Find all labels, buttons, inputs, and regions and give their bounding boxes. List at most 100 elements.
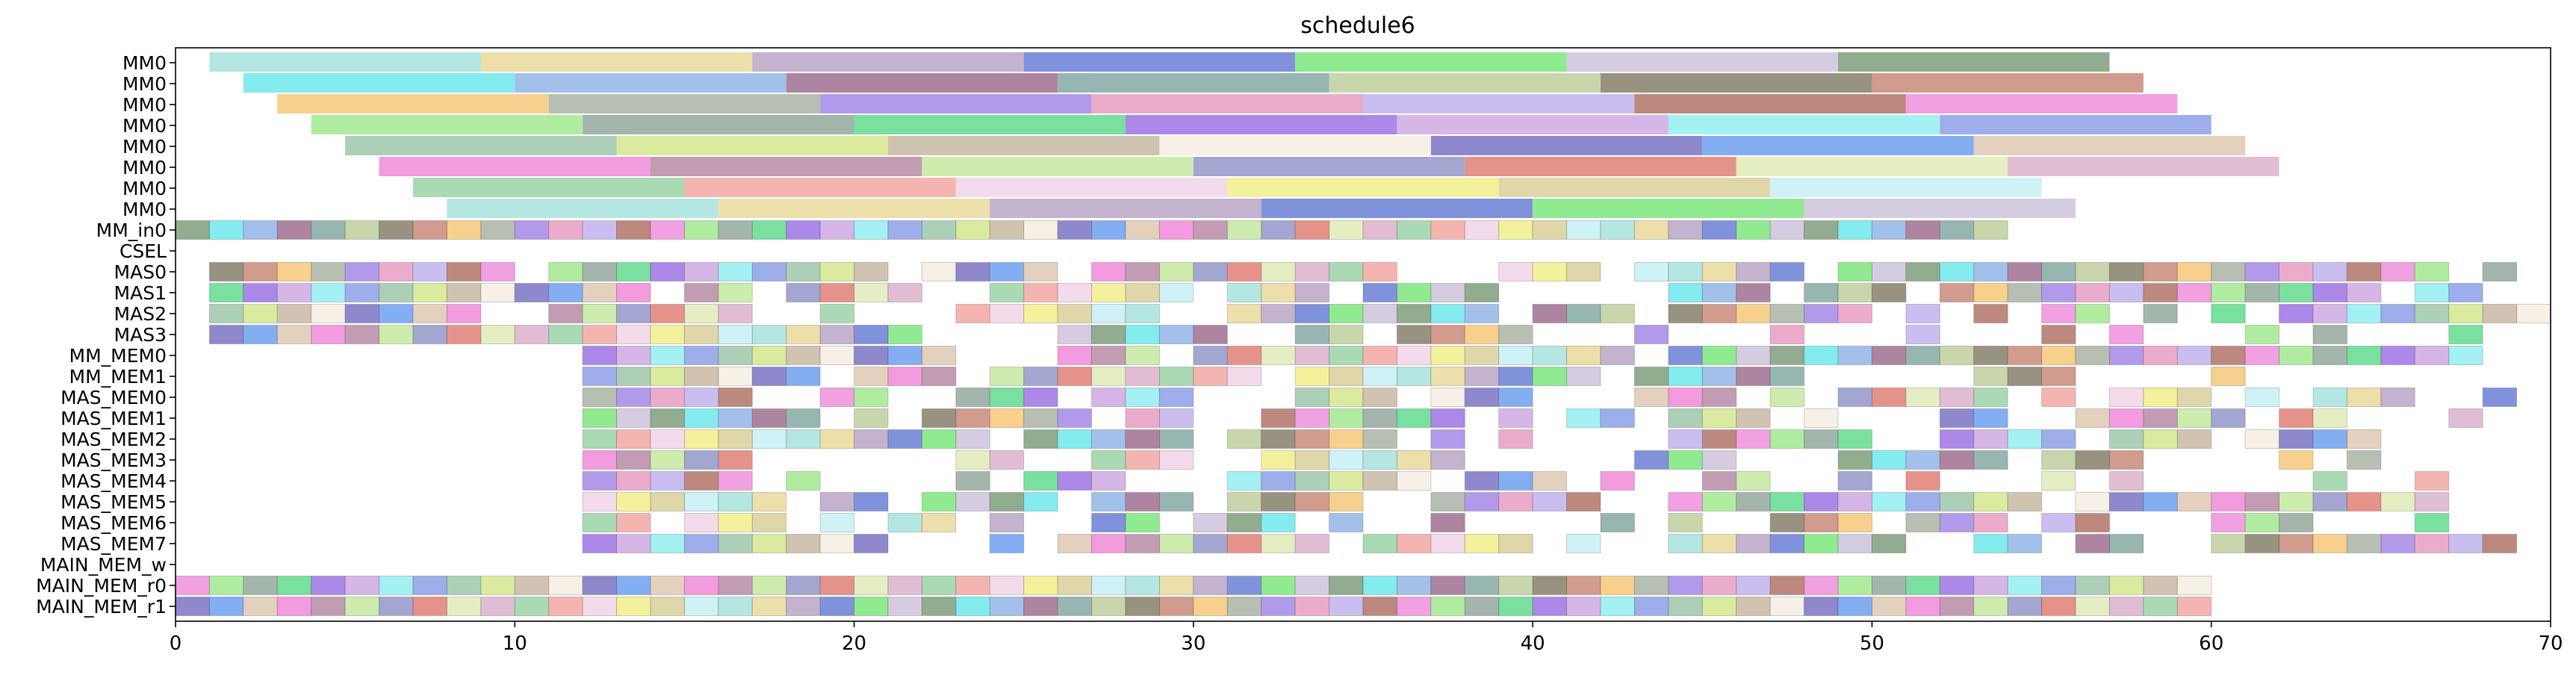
gantt-bar: [548, 576, 583, 595]
gantt-bar: [616, 388, 651, 407]
gantt-bar: [2211, 283, 2246, 302]
gantt-bar: [1091, 262, 1126, 281]
gantt-bar: [1532, 346, 1568, 365]
gantt-bar: [683, 283, 719, 302]
gantt-bar: [751, 220, 787, 240]
gantt-bar: [1057, 304, 1093, 323]
gantt-bar: [1804, 576, 1839, 595]
gantt-bar: [650, 450, 685, 470]
gantt-bar: [989, 304, 1025, 323]
gantt-bar: [1769, 262, 1805, 281]
gantt-bar: [1023, 388, 1058, 407]
gantt-bar: [683, 408, 719, 428]
gantt-bar: [311, 576, 346, 595]
gantt-bar: [1498, 597, 1533, 616]
gantt-bar: [1294, 346, 1330, 365]
gantt-bar: [2007, 346, 2043, 365]
gantt-bar: [1633, 325, 1669, 344]
gantt-bar: [1125, 513, 1160, 532]
gantt-bar: [379, 304, 414, 323]
gantt-bar: [1769, 304, 1805, 323]
y-tick-label: MM0: [122, 52, 167, 74]
gantt-bar: [2075, 283, 2110, 302]
gantt-bar: [1905, 220, 1940, 240]
gantt-bar: [2143, 388, 2178, 407]
gantt-bar: [1329, 450, 1364, 470]
gantt-bar: [2312, 534, 2347, 553]
gantt-bar: [650, 471, 685, 491]
gantt-bar: [2312, 304, 2347, 323]
gantt-bar: [616, 408, 651, 428]
gantt-bar: [819, 325, 855, 344]
gantt-bar: [989, 513, 1025, 532]
gantt-bar: [1837, 220, 1872, 240]
gantt-bar: [1158, 262, 1194, 281]
gantt-bar: [1058, 73, 1329, 93]
gantt-bar: [2108, 471, 2144, 491]
gantt-bar: [718, 220, 753, 240]
gantt-bar: [2108, 576, 2144, 595]
gantt-bar: [2075, 450, 2110, 470]
gantt-bar: [1125, 450, 1160, 470]
gantt-bar: [243, 325, 278, 344]
gantt-bar: [379, 325, 414, 344]
gantt-bar: [2108, 283, 2144, 302]
gantt-bar: [854, 534, 889, 553]
gantt-bar: [1430, 429, 1465, 449]
y-tick-label: MAS_MEM4: [60, 470, 167, 492]
gantt-bar: [582, 388, 618, 407]
gantt-bar: [2108, 492, 2144, 511]
x-tick-label: 60: [2199, 632, 2223, 655]
gantt-bar: [650, 367, 685, 386]
gantt-bar: [786, 576, 821, 595]
gantt-bar: [1736, 262, 1771, 281]
gantt-bar: [955, 408, 990, 428]
gantt-bar: [2007, 576, 2043, 595]
gantt-bar: [1396, 597, 1432, 616]
gantt-bar: [1871, 220, 1907, 240]
gantt-bar: [1532, 262, 1568, 281]
gantt-bar: [1125, 492, 1160, 511]
gantt-bar: [480, 283, 515, 302]
gantt-bar: [480, 325, 515, 344]
gantt-bar: [2007, 492, 2043, 511]
x-tick-label: 50: [1860, 632, 1884, 655]
gantt-bar: [548, 220, 583, 240]
gantt-bar: [1261, 534, 1296, 553]
gantt-bar: [1091, 450, 1126, 470]
gantt-bar: [718, 450, 753, 470]
gantt-bar: [989, 597, 1025, 616]
gantt-bar: [718, 325, 753, 344]
gantt-bar: [2211, 367, 2246, 386]
gantt-bar: [1091, 492, 1126, 511]
gantt-bar: [1091, 513, 1126, 532]
gantt-bar: [1362, 534, 1397, 553]
gantt-bar: [2041, 429, 2076, 449]
gantt-bar: [1736, 576, 1771, 595]
gantt-bar: [1736, 492, 1771, 511]
gantt-bar: [1973, 597, 2008, 616]
gantt-bar: [1226, 597, 1262, 616]
gantt-bar: [2143, 283, 2178, 302]
gantt-bar: [1362, 450, 1397, 470]
gantt-bar: [447, 199, 719, 218]
gantt-bar: [2176, 262, 2212, 281]
gantt-bar: [1158, 576, 1194, 595]
gantt-bar: [208, 576, 244, 595]
gantt-bar: [1939, 408, 1975, 428]
gantt-bar: [1701, 304, 1737, 323]
gantt-bar: [718, 492, 753, 511]
gantt-bar: [1498, 367, 1533, 386]
y-tick-label: CSEL: [120, 240, 167, 262]
gantt-bar: [1091, 534, 1126, 553]
gantt-bar: [616, 136, 888, 155]
gantt-bar: [344, 262, 380, 281]
gantt-bar: [276, 283, 312, 302]
gantt-bar: [208, 262, 244, 281]
gantt-bar: [1668, 492, 1703, 511]
gantt-bar: [752, 52, 1024, 72]
gantt-bar: [1226, 367, 1262, 386]
gantt-bar: [1871, 576, 1907, 595]
gantt-bar: [446, 283, 482, 302]
gantt-bar: [1701, 408, 1737, 428]
